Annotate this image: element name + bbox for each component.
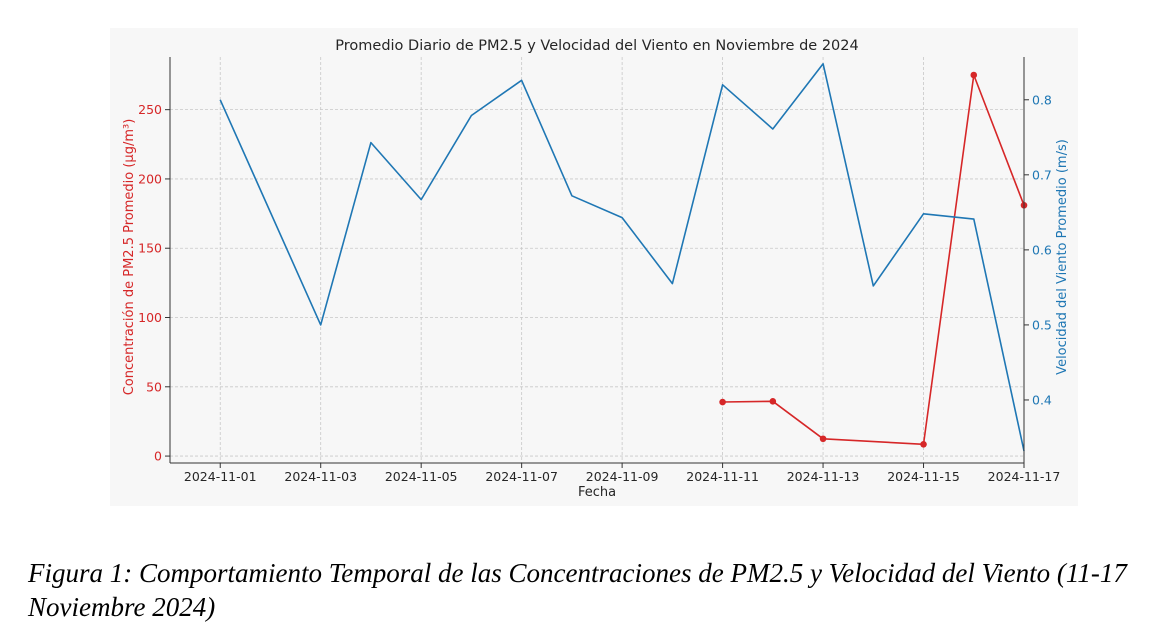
y-left-tick-label: 250 xyxy=(138,102,162,117)
x-tick-label: 2024-11-09 xyxy=(586,469,659,484)
y-left-tick-label: 100 xyxy=(138,310,162,325)
y-right-tick-label: 0.8 xyxy=(1032,92,1052,107)
y-left-tick-label: 150 xyxy=(138,241,162,256)
series-line-wind xyxy=(219,62,1025,452)
y-axis-right-label: Velocidad del Viento Promedio (m/s) xyxy=(1055,139,1070,375)
y-right-tick-label: 0.5 xyxy=(1032,317,1052,332)
y-axis-left-label: Concentración de PM2.5 Promedio (µg/m³) xyxy=(122,119,137,396)
series-layer xyxy=(219,62,1028,452)
x-axis-label: Fecha xyxy=(578,485,616,500)
x-tick-label: 2024-11-11 xyxy=(686,469,759,484)
x-tick-label: 2024-11-01 xyxy=(184,469,257,484)
y-right-tick-label: 0.4 xyxy=(1032,392,1052,407)
pm25-data-point xyxy=(920,440,927,448)
figure-caption: Figura 1: Comportamiento Temporal de las… xyxy=(28,558,1127,622)
x-tick-label: 2024-11-15 xyxy=(887,469,960,484)
axes: 2024-11-01 2024-11-03 2024-11-05 2024-11-07… xyxy=(138,57,1060,484)
pm25-data-point xyxy=(819,435,827,443)
chart-background xyxy=(110,28,1078,506)
series-line-pm25 xyxy=(722,74,1025,446)
pm25-data-point xyxy=(970,71,978,79)
y-right-tick-label: 0.7 xyxy=(1032,167,1052,182)
pm25-data-point xyxy=(769,398,777,405)
y-right-tick-label: 0.6 xyxy=(1032,242,1052,257)
y-left-tick-label: 200 xyxy=(138,171,162,186)
y-left-tick-label: 0 xyxy=(154,449,162,464)
x-tick-label: 2024-11-05 xyxy=(385,469,458,484)
pm25-data-point xyxy=(719,398,726,406)
x-tick-label: 2024-11-03 xyxy=(284,469,357,484)
chart-title: Promedio Diario de PM2.5 y Velocidad del… xyxy=(335,38,858,54)
y-left-tick-label: 50 xyxy=(146,379,162,394)
x-tick-label: 2024-11-07 xyxy=(485,469,558,484)
x-tick-label: 2024-11-13 xyxy=(787,469,860,484)
x-tick-label: 2024-11-17 xyxy=(988,469,1061,484)
